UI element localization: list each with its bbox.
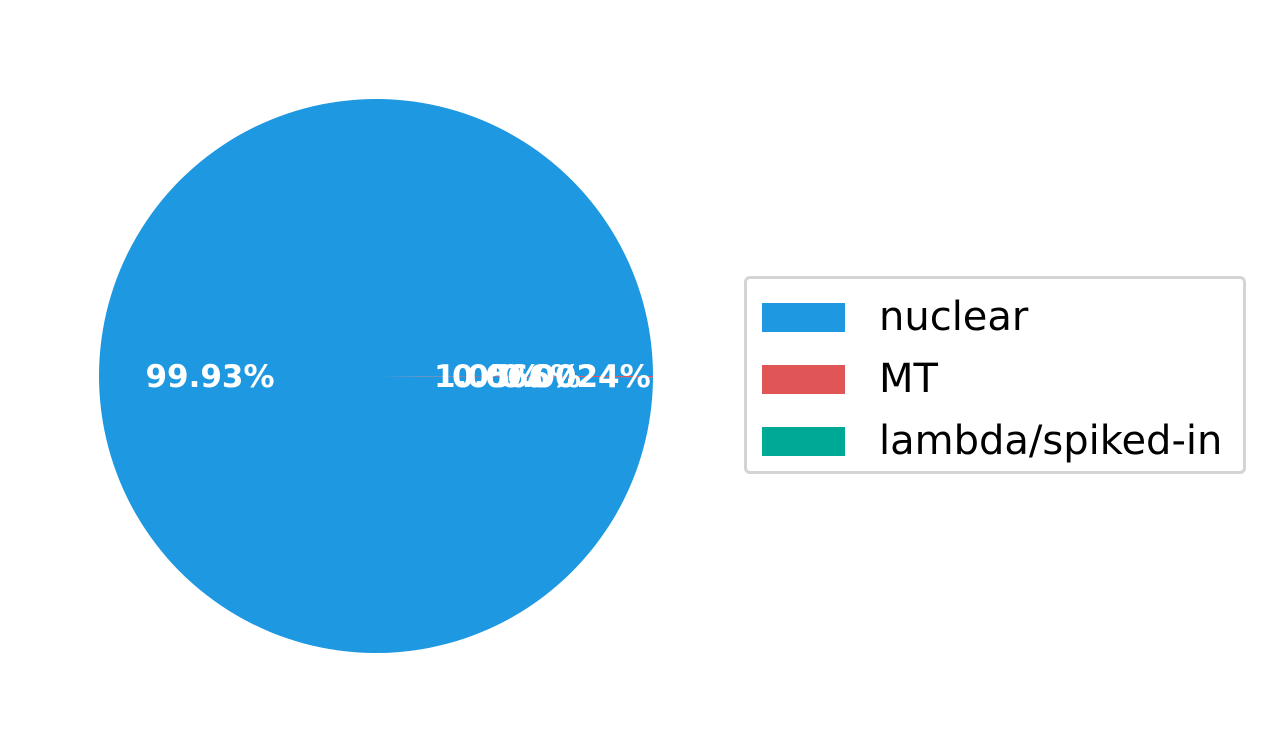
legend-label-nuclear: nuclear <box>879 294 1029 340</box>
slice-label-mt: 0.066% <box>452 359 581 395</box>
pie-slices <box>99 98 653 653</box>
legend-label-lambda: lambda/spiked-in <box>879 418 1223 464</box>
chart-legend: nuclear MT lambda/spiked-in <box>744 276 1246 474</box>
slice-label-nuclear: 99.93% <box>145 359 274 395</box>
legend-swatch-mt <box>762 365 845 394</box>
legend-item-mt: MT <box>747 356 1243 402</box>
pie-slice-nuclear <box>99 98 653 653</box>
pie-slice-mt <box>376 376 653 378</box>
legend-swatch-lambda <box>762 427 845 456</box>
legend-label-mt: MT <box>879 356 938 402</box>
slice-label-lambda: 0.0024% <box>500 359 651 395</box>
legend-item-lambda: lambda/spiked-in <box>747 418 1243 464</box>
legend-item-nuclear: nuclear <box>747 294 1243 340</box>
legend-swatch-nuclear <box>762 303 845 332</box>
pie-labels: 99.93% 1.05% 0.066% 0.0024% <box>145 359 650 395</box>
slice-label-extra: 1.05% <box>434 359 542 395</box>
